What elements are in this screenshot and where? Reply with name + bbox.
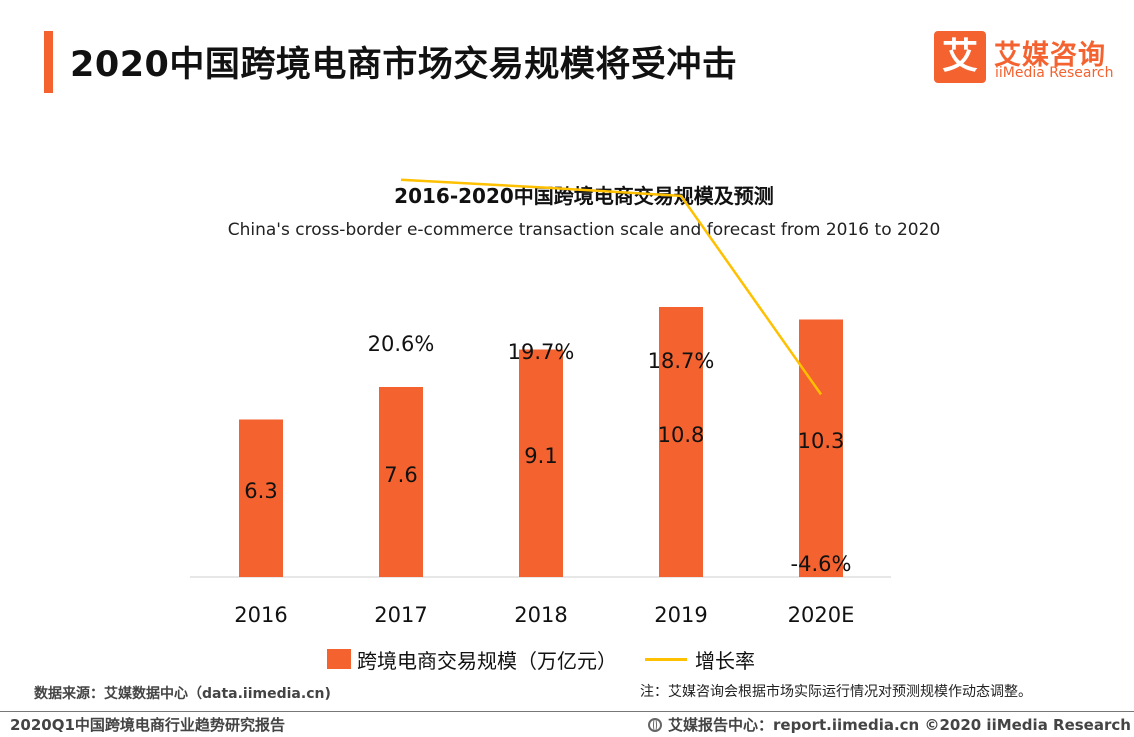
footer-divider: [0, 711, 1134, 712]
logo-en-text: iiMedia Research: [995, 65, 1114, 81]
footer-site-text: 艾媒报告中心：report.iimedia.cn ©2020 iiMedia R…: [668, 716, 1134, 734]
logo-mark: 艾: [934, 31, 986, 83]
bar-2019: [659, 307, 703, 577]
forecast-note: 注：艾媒咨询会根据市场实际运行情况对预测规模作动态调整。: [640, 684, 1032, 700]
globe-icon: [648, 717, 662, 732]
chart-subtitle: China's cross-border e-commerce transact…: [227, 220, 941, 240]
bar-2017: [379, 387, 423, 577]
legend-bar-swatch: [327, 649, 351, 669]
growth-rate-label: 19.7%: [508, 340, 575, 364]
page-title: 2020中国跨境电商市场交易规模将受冲击: [70, 45, 738, 85]
bar-2016: [239, 419, 283, 577]
legend-line-label: 增长率: [695, 648, 755, 673]
x-tick-label: 2020E: [788, 603, 855, 627]
x-tick-label: 2016: [234, 603, 287, 627]
bar-value-label: 10.3: [798, 429, 845, 453]
legend-bar-label: 跨境电商交易规模（万亿元）: [357, 648, 617, 673]
title-accent-bar: [44, 31, 53, 93]
growth-rate-label: -4.6%: [791, 552, 852, 576]
data-source: 数据来源：艾媒数据中心（data.iimedia.cn): [34, 686, 331, 702]
bar-value-label: 7.6: [384, 463, 417, 487]
growth-rate-line: [400, 178, 823, 396]
report-name: 2020Q1中国跨境电商行业趋势研究报告: [10, 716, 285, 734]
growth-rate-label: 20.6%: [368, 332, 435, 356]
logo-cn-text: 艾媒咨询: [994, 40, 1106, 71]
chart-title: 2016-2020中国跨境电商交易规模及预测: [394, 184, 774, 208]
bar-value-label: 9.1: [524, 444, 557, 468]
x-tick-label: 2018: [514, 603, 567, 627]
iimedia-logo: 艾 艾媒咨询 iiMedia Research: [934, 31, 1114, 87]
bar-2018: [519, 349, 563, 577]
x-tick-label: 2019: [654, 603, 707, 627]
bar-value-label: 10.8: [658, 423, 705, 447]
bar-value-label: 6.3: [244, 479, 277, 503]
growth-rate-label: 18.7%: [648, 349, 715, 373]
bar-2020E: [799, 319, 843, 577]
x-tick-label: 2017: [374, 603, 427, 627]
legend-line-swatch: [645, 657, 687, 661]
footer-site: 艾媒报告中心：report.iimedia.cn ©2020 iiMedia R…: [648, 714, 1134, 735]
chart-legend: 跨境电商交易规模（万亿元） 增长率: [327, 645, 755, 673]
